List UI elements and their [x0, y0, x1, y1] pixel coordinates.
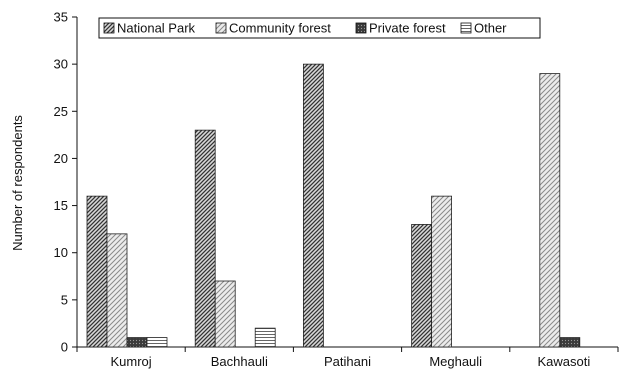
bars: [86, 63, 581, 348]
legend-item: Community forest: [215, 21, 331, 36]
bar: [106, 233, 128, 348]
y-tick-label: 30: [54, 57, 68, 72]
legend-swatch: [103, 22, 115, 34]
x-tick-label: Patihani: [324, 354, 371, 369]
y-tick-label: 0: [61, 340, 68, 355]
x-tick-label: Kumroj: [111, 354, 152, 369]
axes: 0 5 10 15 20 25 30 35 Kumroj Bachhauli Patihani Meg…: [54, 10, 619, 369]
x-tick-label: Kawasoti: [538, 354, 591, 369]
x-tick-label: Meghauli: [429, 354, 482, 369]
legend-label: Other: [474, 21, 507, 36]
x-tick-label: Bachhauli: [211, 354, 268, 369]
bar: [126, 337, 148, 348]
legend-swatch: [460, 22, 472, 34]
bar: [86, 195, 108, 348]
y-axis-label: Number of respondents: [10, 115, 25, 251]
bar: [214, 280, 236, 348]
legend: National Park Community forest Private for…: [98, 17, 541, 39]
bar: [194, 129, 216, 348]
legend-label: Private forest: [369, 21, 446, 36]
y-tick-label: 15: [54, 198, 68, 213]
legend-swatch: [355, 22, 367, 34]
bar: [559, 337, 581, 348]
legend-box: [98, 17, 541, 39]
bar: [146, 337, 168, 348]
bar: [411, 224, 433, 348]
legend-swatch: [215, 22, 227, 34]
bar: [431, 195, 453, 348]
y-tick-label: 35: [54, 10, 68, 25]
legend-item: National Park: [103, 21, 196, 36]
bar: [254, 327, 276, 348]
legend-item: Other: [460, 21, 507, 36]
bar: [302, 63, 324, 348]
y-tick-label: 25: [54, 104, 68, 119]
legend-label: Community forest: [229, 21, 331, 36]
y-tick-label: 5: [61, 292, 68, 307]
y-tick-label: 10: [54, 245, 68, 260]
legend-label: National Park: [117, 21, 196, 36]
y-tick-label: 20: [54, 151, 68, 166]
bar: [539, 73, 561, 348]
legend-item: Private forest: [355, 21, 446, 36]
